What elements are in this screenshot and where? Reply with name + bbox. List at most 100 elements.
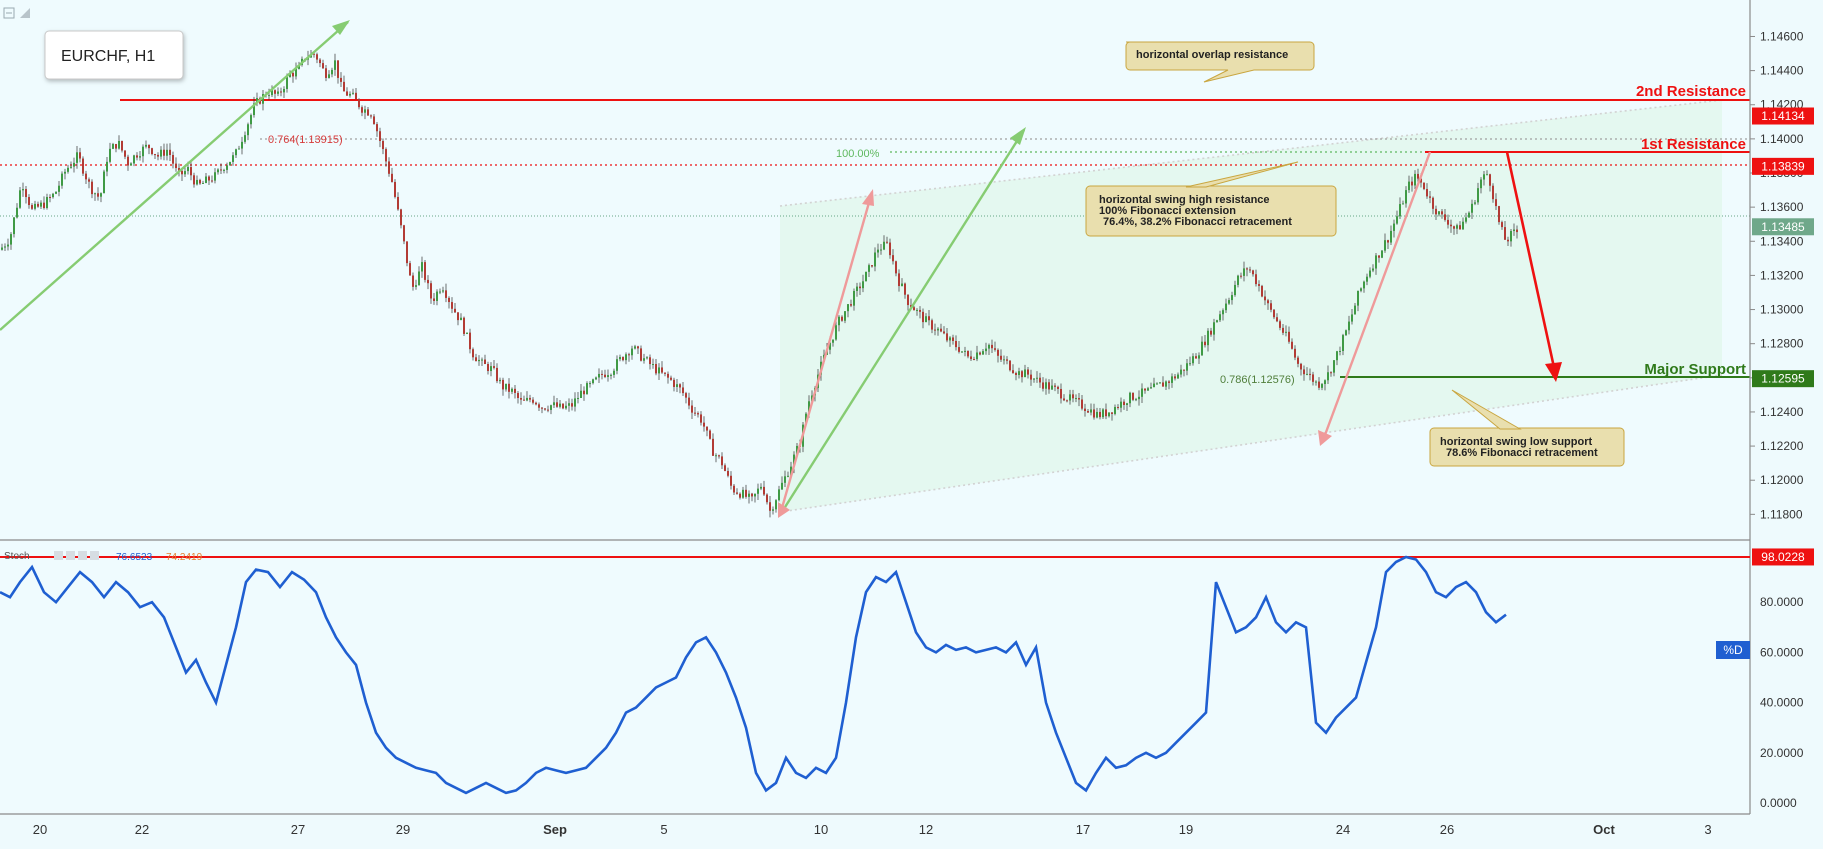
candle-body: [19, 190, 21, 208]
candle-body: [1117, 406, 1119, 408]
candle-body: [235, 149, 237, 156]
symbol-title-box[interactable]: EURCHF, H1: [44, 30, 184, 80]
candle-body: [904, 283, 906, 295]
candle-body: [64, 171, 66, 174]
candle-body: [1477, 188, 1479, 203]
candle-body: [907, 294, 909, 306]
candle-body: [1255, 274, 1257, 285]
candle-body: [397, 196, 399, 210]
candle-body: [1060, 388, 1062, 399]
collapse-pane-icon[interactable]: [3, 7, 15, 19]
candle-body: [388, 161, 390, 174]
projection-arrow-head: [1545, 362, 1562, 382]
candle-body: [1480, 179, 1482, 189]
time-tick-label: 12: [919, 822, 933, 837]
candle-body: [268, 95, 270, 97]
candle-body: [469, 332, 471, 350]
candle-body: [1345, 330, 1347, 336]
candle-body: [1192, 356, 1194, 364]
candle-body: [922, 311, 924, 323]
stoch-series-badge: %D: [1716, 641, 1750, 659]
candle-body: [1123, 401, 1125, 405]
stoch-axis[interactable]: 80.0000 60.0000 40.0000 20.0000 0.0000: [1760, 595, 1804, 810]
candle-body: [967, 350, 969, 357]
candle-body: [775, 500, 777, 510]
candle-body: [244, 135, 246, 142]
time-tick-label: 3: [1704, 822, 1711, 837]
candle-body: [790, 466, 792, 476]
stoch-close-icon[interactable]: [78, 551, 87, 560]
candle-body: [622, 357, 624, 361]
candle-body: [637, 346, 639, 349]
candle-body: [643, 358, 645, 361]
candle-body: [556, 402, 558, 407]
fib-label-0764: 0.764(1.13915): [268, 134, 343, 146]
stoch-series-badge-text: %D: [1723, 643, 1743, 657]
candle-body: [961, 351, 963, 353]
candle-body: [466, 332, 468, 334]
candle-body: [43, 202, 45, 209]
candle-body: [1054, 385, 1056, 387]
candle-body: [1444, 214, 1446, 220]
stoch-tick-label: 0.0000: [1760, 796, 1797, 810]
candle-body: [208, 176, 210, 181]
candle-body: [1354, 305, 1356, 315]
candle-body: [1207, 330, 1209, 346]
candle-body: [529, 397, 531, 400]
callout-swing-low-bubble: [1429, 427, 1625, 467]
candle-body: [193, 175, 195, 185]
candle-body: [142, 146, 144, 157]
candle-body: [700, 414, 702, 423]
candle-body: [433, 298, 435, 301]
candle-body: [862, 281, 864, 289]
candle-body: [1198, 355, 1200, 359]
candle-body: [514, 388, 516, 393]
candle-body: [1336, 351, 1338, 361]
candle-body: [772, 509, 774, 511]
candle-body: [31, 205, 33, 209]
candle-body: [634, 346, 636, 349]
candle-body: [1417, 173, 1419, 179]
candle-body: [1150, 387, 1152, 389]
candle-body: [436, 291, 438, 301]
candle-body: [859, 286, 861, 289]
price-tick-label: 1.13400: [1760, 234, 1804, 248]
candle-body: [730, 475, 732, 486]
callout-overlap-bubble: [1125, 41, 1315, 83]
candle-body: [67, 167, 69, 172]
candle-body: [616, 359, 618, 371]
candle-body: [958, 347, 960, 352]
candle-body: [1342, 335, 1344, 351]
candle-body: [979, 352, 981, 355]
time-axis[interactable]: 20 22 27 29 Sep 5 10 12 17 19 24 26 Oct 3: [33, 822, 1712, 837]
candle-body: [1474, 202, 1476, 204]
swing-arrow-1: [778, 191, 874, 516]
candle-body: [706, 426, 708, 431]
candle-body: [1426, 189, 1428, 197]
price-tick-label: 1.13000: [1760, 303, 1804, 317]
candle-body: [559, 403, 561, 407]
candle-body: [250, 115, 252, 125]
candle-body: [439, 291, 441, 293]
candle-body: [994, 348, 996, 350]
candle-body: [604, 374, 606, 378]
candle-body: [1162, 382, 1164, 387]
candle-body: [1294, 348, 1296, 358]
candle-body: [673, 379, 675, 387]
stoch-eye-icon[interactable]: [54, 551, 63, 560]
candle-body: [844, 311, 846, 321]
candle-body: [1372, 268, 1374, 271]
stoch-settings-icon[interactable]: [66, 551, 75, 560]
candle-body: [1210, 330, 1212, 335]
candle-body: [409, 263, 411, 276]
candle-body: [1501, 222, 1503, 228]
candle-body: [484, 359, 486, 364]
candle-body: [154, 154, 156, 156]
candle-body: [925, 316, 927, 323]
candle-body: [1129, 392, 1131, 404]
candle-body: [841, 316, 843, 321]
resize-pane-icon[interactable]: [20, 8, 30, 18]
stoch-more-icon[interactable]: [90, 551, 99, 560]
candle-body: [1495, 199, 1497, 207]
